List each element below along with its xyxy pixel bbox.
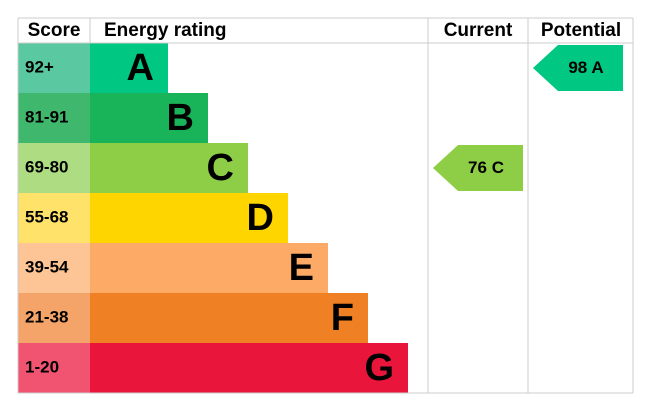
rating-bar — [90, 143, 248, 193]
potential-label: 98 A — [568, 58, 603, 77]
rating-letter: D — [247, 197, 274, 239]
score-cell — [18, 43, 90, 93]
score-range: 92+ — [25, 57, 54, 76]
score-range: 69-80 — [25, 157, 68, 176]
rating-bar — [90, 343, 408, 393]
header-potential: Potential — [541, 20, 621, 41]
potential-value: 98 — [568, 58, 587, 77]
grid — [17, 17, 634, 394]
score-cell — [18, 243, 90, 293]
bands: 92+ A 81-91 B 69-80 C 55-68 D 39-54 E 21-38 F 1-20 G 7… — [18, 43, 623, 393]
current-arrow — [433, 145, 523, 191]
rating-bar — [90, 93, 208, 143]
rating-letter: A — [127, 47, 154, 89]
rating-letter: C — [207, 147, 234, 189]
score-cell — [18, 193, 90, 243]
potential-arrow — [533, 45, 623, 91]
rating-bar — [90, 243, 328, 293]
current-label: 76 C — [468, 158, 504, 177]
rating-bar — [90, 193, 288, 243]
rating-bar — [90, 43, 168, 93]
rating-letter: B — [167, 97, 194, 139]
score-range: 21-38 — [25, 307, 68, 326]
rating-letter: E — [289, 247, 314, 289]
header-score: Score — [28, 20, 81, 41]
header-rating: Energy rating — [104, 20, 226, 41]
rating-letter: F — [331, 297, 354, 339]
score-range: 1-20 — [25, 357, 59, 376]
current-value: 76 — [468, 158, 487, 177]
score-cell — [18, 93, 90, 143]
score-cell — [18, 343, 90, 393]
score-range: 39-54 — [25, 257, 69, 276]
current-letter: C — [492, 158, 504, 177]
potential-letter: A — [591, 58, 603, 77]
header-current: Current — [444, 20, 513, 41]
score-range: 55-68 — [25, 207, 68, 226]
score-range: 81-91 — [25, 107, 68, 126]
score-cell — [18, 143, 90, 193]
rating-letter: G — [364, 347, 394, 389]
score-cell — [18, 293, 90, 343]
rating-bar — [90, 293, 368, 343]
